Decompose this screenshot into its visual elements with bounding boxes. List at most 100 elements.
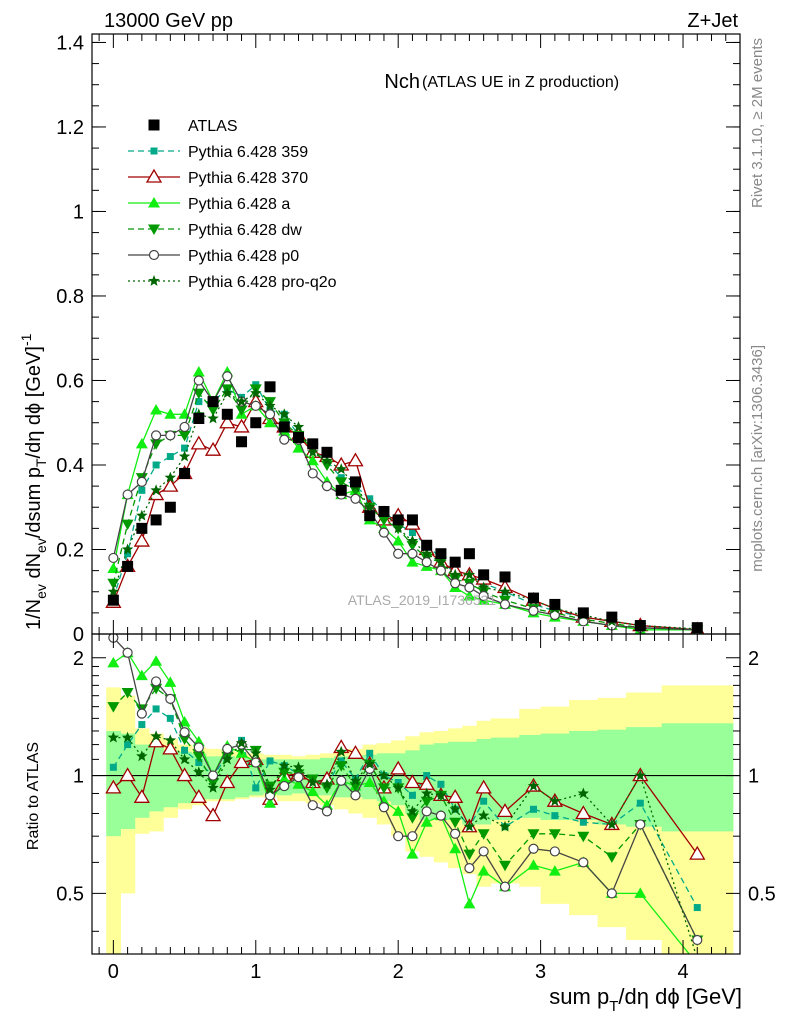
- series-point-pq2o: [207, 412, 219, 424]
- atlas-data-point: [549, 598, 561, 610]
- plot-subtitle: (ATLAS UE in Z production): [422, 74, 619, 91]
- mcplots-reference-label: mcplots.cern.ch [arXiv:1306.3436]: [749, 345, 766, 572]
- atlas-data-point: [435, 548, 447, 560]
- ratio-tick-label: 0.5: [56, 883, 84, 905]
- series-point-pdw: [320, 783, 333, 794]
- series-point-pdw: [463, 849, 476, 861]
- series-line-pp0: [112, 637, 698, 941]
- series-point-p370: [347, 452, 364, 467]
- series-point-pdw: [178, 734, 191, 746]
- series-point-pp0: [264, 409, 276, 420]
- series-point-pa: [548, 865, 561, 876]
- ratio-axis-title: Ratio to ATLAS: [25, 742, 42, 850]
- series-point-pq2o: [107, 585, 120, 597]
- series-point-pa: [320, 799, 333, 810]
- series-point-pq2o: [164, 734, 176, 746]
- series-point-pq2o: [321, 778, 333, 790]
- atlas-data-point: [278, 421, 290, 433]
- series-point-pp0: [307, 800, 318, 811]
- series-point-p359: [124, 550, 132, 558]
- series-line-pdw: [112, 687, 698, 941]
- legend-label-pa: Pythia 6.428 a: [188, 196, 290, 213]
- series-point-pa: [150, 404, 163, 415]
- series-line-p359: [112, 708, 698, 908]
- legend-marker-atlas: [148, 119, 160, 131]
- ratio-tick-label: 1: [73, 766, 84, 788]
- atlas-data-point: [349, 476, 361, 488]
- legend-label-pp0: Pythia 6.428 p0: [188, 248, 299, 265]
- series-point-pdw: [107, 702, 120, 713]
- series-point-pp0: [421, 557, 432, 568]
- atlas-data-point: [577, 607, 589, 619]
- atlas-data-point: [527, 592, 539, 604]
- series-line-pa: [112, 370, 698, 631]
- series-point-pa: [406, 556, 419, 567]
- series-point-pp0: [606, 888, 617, 899]
- series-point-pp0: [464, 582, 475, 593]
- x-axis-title: sum pT/dη dϕ [GeV]: [549, 984, 742, 1015]
- series-line-pdw: [112, 387, 698, 631]
- series-point-p359: [195, 758, 203, 766]
- series-point-pdw: [420, 796, 433, 808]
- series-point-pdw: [377, 515, 390, 526]
- series-point-pp0: [478, 846, 489, 857]
- series-line-p370: [112, 400, 698, 631]
- uncertainty-band-inner: [148, 747, 164, 812]
- atlas-data-point: [236, 436, 248, 448]
- series-point-pq2o: [178, 753, 191, 765]
- series-point-p370: [219, 414, 236, 429]
- main-distribution-panel: ATLAS_2019_I1736531 Nch (ATLAS UE in Z p…: [56, 32, 741, 646]
- series-point-p370: [347, 745, 364, 759]
- uncertainty-band-inner: [597, 729, 627, 825]
- series-point-pp0: [336, 775, 347, 786]
- series-point-p359: [109, 763, 117, 771]
- x-tick-label: 0: [108, 961, 119, 983]
- series-point-pq2o: [364, 758, 376, 769]
- series-point-pp0: [136, 476, 147, 487]
- series-point-pq2o: [150, 484, 162, 496]
- series-point-pq2o: [406, 805, 419, 817]
- series-point-pa: [634, 887, 647, 898]
- series-point-pa: [527, 859, 540, 870]
- series-point-pq2o: [164, 471, 176, 483]
- series-point-pp0: [450, 578, 461, 589]
- ratio-tick-label-right: 2: [748, 648, 759, 670]
- series-point-pp0: [165, 430, 176, 441]
- series-point-pq2o: [421, 547, 433, 559]
- series-point-pdw: [449, 817, 462, 829]
- series-point-p370: [204, 807, 222, 822]
- series-point-pp0: [193, 742, 204, 753]
- series-point-pdw: [406, 813, 419, 824]
- series-point-pdw: [499, 860, 512, 872]
- series-point-p370: [119, 767, 136, 782]
- series-point-p370: [475, 779, 492, 794]
- atlas-data-point: [264, 381, 276, 393]
- series-point-pq2o: [527, 780, 540, 791]
- atlas-data-point: [136, 522, 148, 534]
- series-point-pa: [392, 535, 405, 546]
- series-point-pq2o: [435, 789, 447, 801]
- series-point-pa: [292, 778, 305, 789]
- series-point-pq2o: [477, 581, 490, 593]
- series-point-pq2o: [107, 731, 120, 743]
- series-point-pa: [306, 454, 319, 466]
- atlas-data-point: [421, 539, 433, 551]
- series-point-pq2o: [392, 781, 404, 793]
- series-point-pp0: [179, 421, 190, 433]
- legend-marker-pdw: [148, 224, 160, 235]
- series-point-pp0: [122, 647, 133, 658]
- series-point-pq2o: [349, 774, 362, 786]
- series-point-pq2o: [150, 730, 162, 742]
- legend-label-pdw: Pythia 6.428 dw: [188, 222, 302, 239]
- series-point-p359: [423, 772, 431, 780]
- series-point-p370: [162, 740, 179, 755]
- series-point-pa: [164, 676, 177, 687]
- atlas-data-point: [207, 396, 219, 408]
- series-point-p359: [152, 705, 160, 713]
- series-point-pa: [420, 816, 433, 827]
- series-point-p359: [693, 904, 701, 912]
- series-point-pq2o: [421, 787, 433, 799]
- series-point-pa: [164, 408, 177, 419]
- series-line-pq2o: [112, 392, 698, 630]
